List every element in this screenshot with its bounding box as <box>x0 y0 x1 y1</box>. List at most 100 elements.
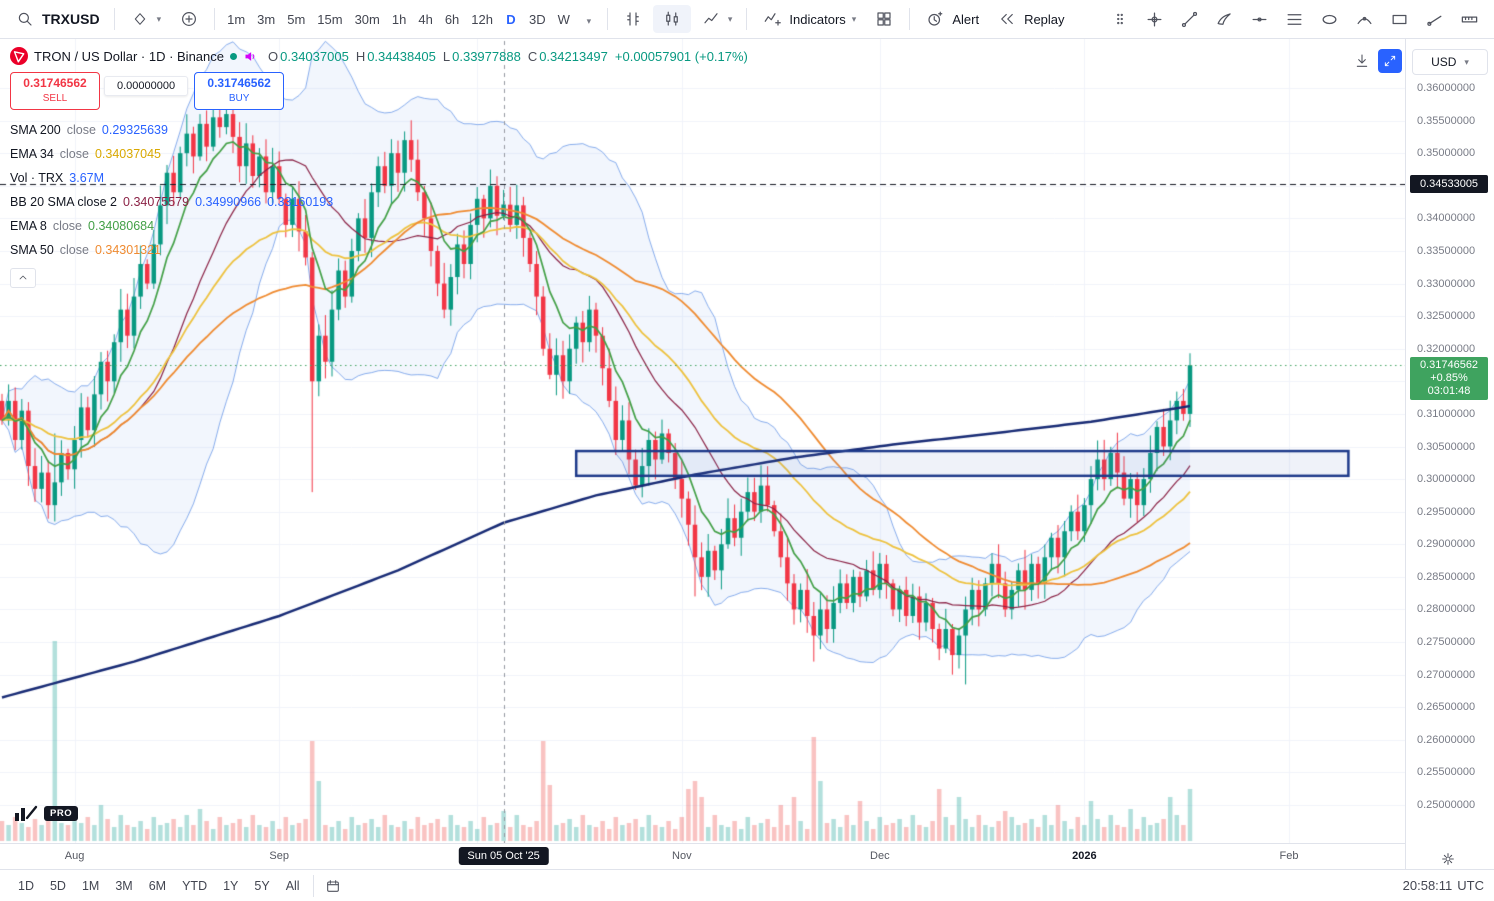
line-chart-icon <box>700 8 722 30</box>
interval-15m[interactable]: 15m <box>311 5 348 33</box>
current-price-badge: 0.31746562 +0.85% 03:01:48 <box>1410 357 1488 401</box>
sell-button[interactable]: 0.31746562 SELL <box>10 72 100 110</box>
chevron-down-icon: ▾ <box>1464 56 1469 67</box>
indicator-value: 0.34301321 <box>94 243 162 257</box>
symbol-search-button[interactable]: TRXUSD <box>6 5 108 33</box>
clock-timezone-button[interactable]: 20:58:11 UTC <box>1403 878 1484 893</box>
chart-legend: TRON / US Dollar · 1D · Binance O 0.34037… <box>10 47 748 288</box>
replay-button[interactable]: Replay <box>988 5 1072 33</box>
interval-1m[interactable]: 1m <box>221 5 251 33</box>
time-tick-Nov: Nov <box>672 850 692 862</box>
compare-symbol-button[interactable] <box>170 5 208 33</box>
curve-tool[interactable] <box>1348 5 1381 33</box>
sound-alert-icon[interactable] <box>243 49 258 64</box>
go-to-date-button[interactable] <box>319 872 347 900</box>
crosshair-date-badge: Sun 05 Oct '25 <box>458 847 549 865</box>
indicators-button[interactable]: Indicators ▾ <box>753 5 864 33</box>
interval-3D[interactable]: 3D <box>523 5 552 33</box>
indicator-param: close <box>59 243 89 257</box>
buy-button[interactable]: 0.31746562 BUY <box>194 72 285 110</box>
ellipse-tool[interactable] <box>1313 5 1346 33</box>
interval-6h[interactable]: 6h <box>439 5 465 33</box>
legend-indicator-row[interactable]: SMA 50 close 0.34301321 <box>10 238 161 262</box>
interval-D[interactable]: D <box>499 5 523 33</box>
price-chart-canvas[interactable] <box>0 39 1406 843</box>
time-scale[interactable]: Aug Sep Nov Dec 2026 Feb Sun 05 Oct '25 <box>0 843 1406 871</box>
range-YTD[interactable]: YTD <box>174 874 215 898</box>
time-tick-Feb: Feb <box>1279 850 1299 862</box>
ohlc-values: O 0.34037005 H 0.34438405 L 0.33977888 C 0.3… <box>268 48 748 64</box>
spread-value: 0.00000000 <box>104 76 189 96</box>
separator <box>214 8 216 30</box>
interval-30m[interactable]: 30m <box>349 5 386 33</box>
trend-line-icon <box>1181 11 1198 27</box>
layout-grid-button[interactable] <box>865 5 903 33</box>
trend-line-tool[interactable] <box>1173 5 1206 33</box>
collapse-legend-button[interactable] <box>10 268 36 288</box>
price-scale[interactable]: USD ▾ 0.36000000 0.35500000 0.35000000 0.34… <box>1405 39 1494 870</box>
candles-style-button[interactable] <box>652 5 691 33</box>
fib-retracement-icon <box>1287 13 1302 25</box>
tron-logo-icon <box>10 47 28 65</box>
price-tick: 0.25000000 <box>1417 799 1476 811</box>
indicators-icon <box>761 8 783 30</box>
interval-1h[interactable]: 1h <box>386 5 412 33</box>
legend-indicator-row[interactable]: EMA 8 close 0.34080684 <box>10 214 154 238</box>
ray-tool[interactable] <box>1418 5 1451 33</box>
price-tick: 0.28000000 <box>1417 603 1476 616</box>
instrument-menu-button[interactable]: ▾ <box>121 5 170 33</box>
high-value: 0.34438405 <box>367 48 436 64</box>
line-style-button[interactable]: ▾ <box>692 5 741 33</box>
rectangle-tool[interactable] <box>1383 5 1416 33</box>
horizontal-line-tool[interactable] <box>1243 5 1276 33</box>
indicator-name: BB 20 SMA close 2 <box>10 195 118 209</box>
rectangle-icon <box>1392 14 1407 24</box>
symbol-title[interactable]: TRON / US Dollar · 1D · Binance <box>34 48 224 64</box>
price-tick: 0.25500000 <box>1417 766 1476 779</box>
range-1D[interactable]: 1D <box>10 874 42 898</box>
price-tick: 0.27500000 <box>1417 636 1476 649</box>
interval-menu-button[interactable]: ▾ <box>577 5 601 33</box>
pro-badge: PRO <box>44 806 79 821</box>
range-All[interactable]: All <box>278 874 308 898</box>
range-5D[interactable]: 5D <box>42 874 74 898</box>
legend-indicator-row[interactable]: EMA 34 close 0.34037045 <box>10 142 161 166</box>
measure-tool[interactable] <box>1453 5 1486 33</box>
bar-style-button[interactable] <box>614 5 652 33</box>
drag-handle-icon[interactable] <box>1103 5 1136 33</box>
maximize-chart-button[interactable] <box>1378 49 1402 73</box>
crosshair-tool[interactable] <box>1138 5 1171 33</box>
legend-indicator-row[interactable]: BB 20 SMA close 2 0.34075579 0.34990966 0.3… <box>10 190 333 214</box>
scroll-to-recent-button[interactable] <box>1350 49 1374 73</box>
fib-retracement-tool[interactable] <box>1278 5 1311 33</box>
interval-5m[interactable]: 5m <box>281 5 311 33</box>
interval-W[interactable]: W <box>552 5 576 33</box>
drawing-tool-strip <box>1103 5 1488 33</box>
interval-3m[interactable]: 3m <box>251 5 281 33</box>
range-5Y[interactable]: 5Y <box>246 874 277 898</box>
legend-indicator-row[interactable]: Vol · TRX 3.67M <box>10 166 104 190</box>
sell-price: 0.31746562 <box>23 76 87 90</box>
price-tick: 0.30000000 <box>1417 473 1476 486</box>
legend-indicator-row[interactable]: SMA 200 close 0.29325639 <box>10 118 168 142</box>
range-3M[interactable]: 3M <box>107 874 140 898</box>
chevron-down-icon: ▾ <box>156 13 162 24</box>
brush-tool[interactable] <box>1208 5 1241 33</box>
plus-circle-icon <box>178 8 200 30</box>
range-1M[interactable]: 1M <box>74 874 107 898</box>
chevron-down-icon: ▾ <box>586 15 592 26</box>
range-6M[interactable]: 6M <box>141 874 174 898</box>
calendar-icon <box>326 879 339 892</box>
interval-4h[interactable]: 4h <box>412 5 438 33</box>
timezone-settings-button[interactable] <box>1440 851 1456 867</box>
indicator-value: 0.34080684 <box>88 219 155 233</box>
tradingview-branding[interactable]: PRO <box>14 805 79 822</box>
indicator-value: 0.34990966 <box>195 195 262 209</box>
market-status-dot <box>230 52 237 60</box>
currency-select[interactable]: USD ▾ <box>1412 49 1488 75</box>
range-1Y[interactable]: 1Y <box>215 874 246 898</box>
open-value: 0.34037005 <box>280 48 349 64</box>
gear-icon <box>1442 853 1454 865</box>
alert-button[interactable]: Alert <box>916 5 987 33</box>
interval-12h[interactable]: 12h <box>465 5 499 33</box>
